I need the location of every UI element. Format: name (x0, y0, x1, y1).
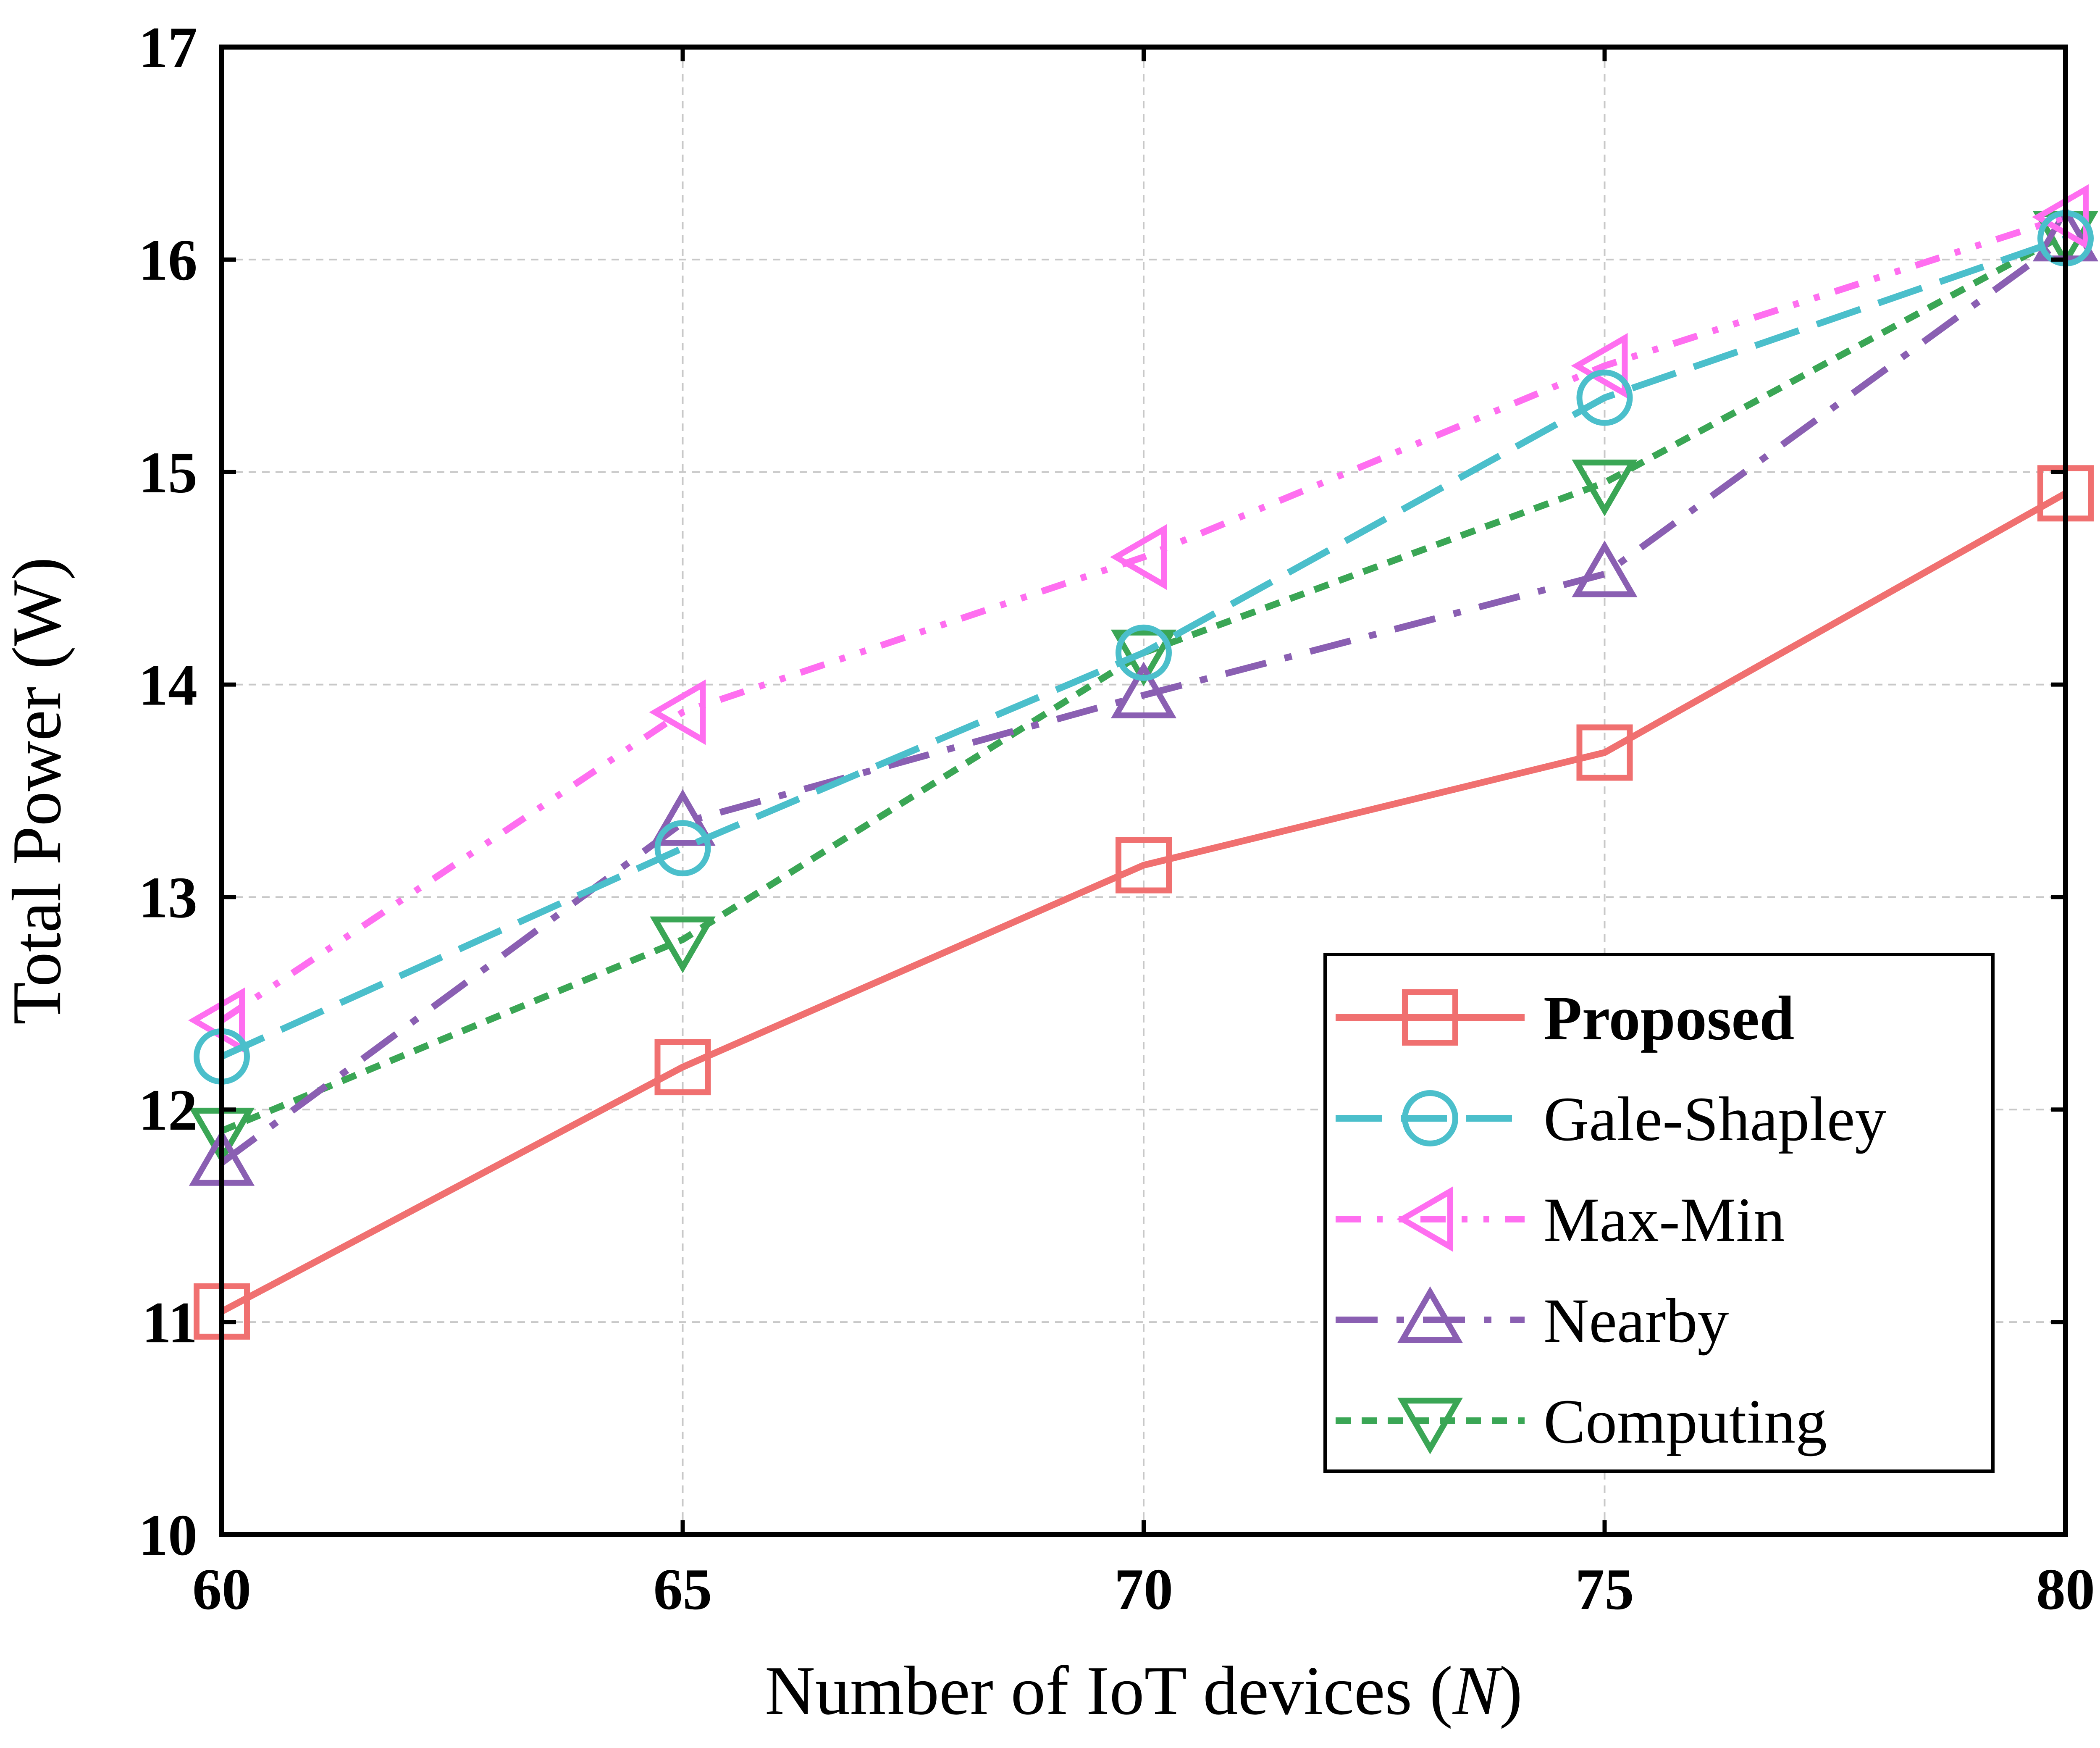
legend-label: Computing (1544, 1387, 1827, 1456)
data-point (1110, 661, 1177, 718)
data-point (1116, 837, 1172, 894)
y-tick-labels: 10 11 12 13 14 15 16 17 (139, 15, 197, 1568)
series-line (220, 235, 2067, 1060)
x-tick-label: 70 (1114, 1557, 1173, 1622)
data-point (650, 916, 716, 973)
y-axis-title: Total Power (W) (0, 557, 75, 1025)
y-tick-label: 15 (139, 440, 197, 505)
series-max-min (188, 184, 2089, 1053)
y-tick-label: 12 (139, 1078, 197, 1143)
data-point (1576, 724, 1633, 781)
legend-label: Gale-Shapley (1544, 1084, 1886, 1154)
x-axis-title-symbol: N (1452, 1652, 1503, 1729)
legend-entry: Max-Min (1336, 1185, 1785, 1255)
x-tick-label: 60 (192, 1557, 251, 1622)
data-point (2032, 184, 2089, 250)
legend-marker (1402, 989, 1458, 1046)
data-point (1571, 333, 1628, 399)
series-line (220, 214, 2067, 1023)
y-tick-label: 17 (139, 15, 197, 80)
x-axis-title-text: Number of IoT devices (765, 1652, 1412, 1729)
x-axis-title: Number of IoT devices (N) (765, 1652, 1522, 1729)
data-point (1576, 369, 1633, 426)
data-point (1572, 540, 1638, 597)
data-point (1116, 624, 1172, 681)
legend-marker (1402, 1090, 1458, 1146)
legend-marker (1397, 1398, 1463, 1454)
data-point (1110, 524, 1167, 590)
legend-marker (1396, 1186, 1453, 1252)
axis-ticks (220, 45, 2068, 1537)
series-line (220, 490, 2067, 1314)
legend-entry: Gale-Shapley (1336, 1084, 1886, 1154)
data-point (654, 820, 711, 877)
y-tick-label: 14 (139, 653, 197, 718)
legend-entry: Computing (1336, 1387, 1827, 1456)
series-nearby (189, 205, 2099, 1186)
series-layer (188, 184, 2099, 1340)
legend-entry: Proposed (1336, 983, 1794, 1053)
legend-label: Proposed (1544, 983, 1794, 1053)
legend-entry: Nearby (1336, 1286, 1729, 1356)
x-tick-label: 65 (654, 1557, 712, 1622)
y-tick-label: 16 (139, 228, 197, 293)
data-point (654, 1039, 711, 1096)
data-point (1572, 460, 1638, 516)
data-point (649, 679, 706, 745)
data-point (650, 789, 716, 846)
y-tick-label: 13 (139, 865, 197, 930)
legend-marker (1397, 1286, 1463, 1343)
legend: Proposed Gale-Shapley Max-Min Nearby Computi… (1323, 953, 1995, 1473)
x-tick-label: 80 (2036, 1557, 2095, 1622)
y-tick-label: 10 (139, 1503, 197, 1568)
y-tick-label: 11 (142, 1290, 197, 1355)
legend-label: Nearby (1544, 1286, 1729, 1356)
legend-label: Max-Min (1544, 1185, 1785, 1255)
series-line (220, 235, 2068, 1166)
x-tick-label: 75 (1575, 1557, 1634, 1622)
x-tick-labels: 60 65 70 75 80 (192, 1557, 2095, 1622)
